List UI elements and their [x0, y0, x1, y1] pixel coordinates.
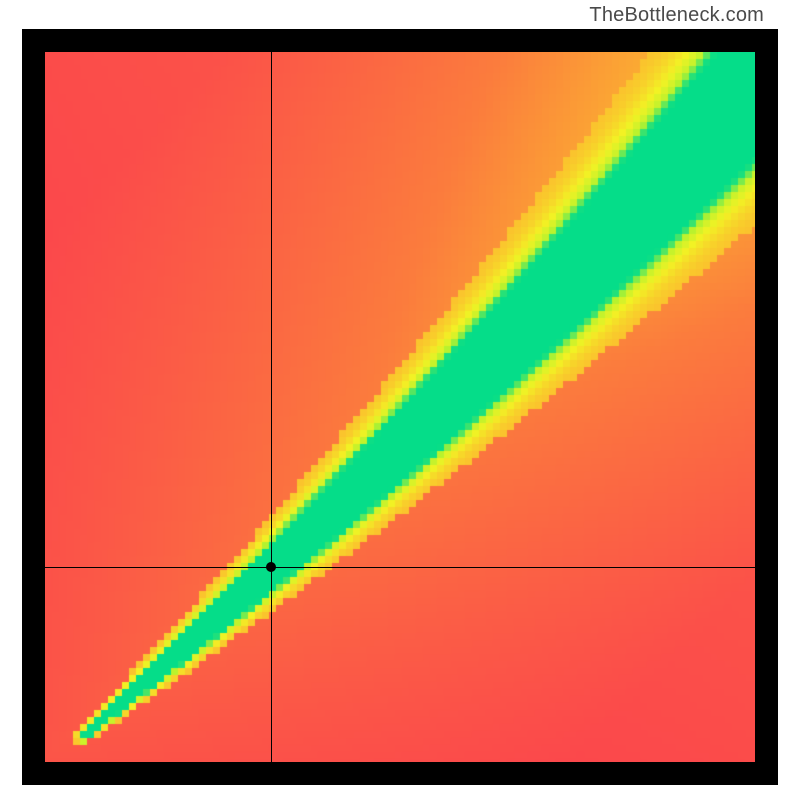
- crosshair-marker-dot: [266, 562, 276, 572]
- crosshair-vertical-line: [271, 52, 272, 762]
- crosshair-horizontal-line: [45, 567, 755, 568]
- chart-container: TheBottleneck.com: [0, 0, 800, 800]
- heatmap-canvas: [45, 52, 755, 762]
- watermark-text: TheBottleneck.com: [589, 4, 764, 27]
- heatmap-plot-area: [45, 52, 755, 762]
